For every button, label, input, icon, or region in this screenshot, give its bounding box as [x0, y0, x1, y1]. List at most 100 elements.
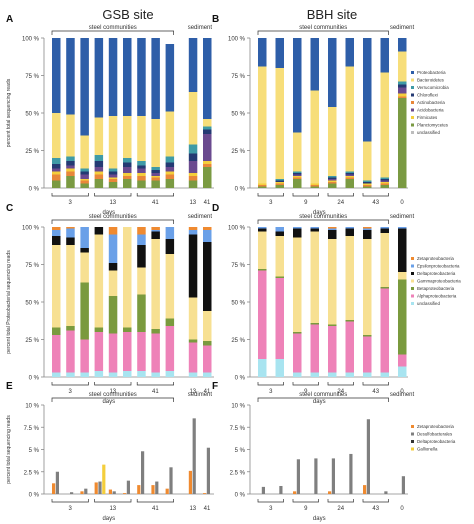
bar-segment-planctomycetes [310, 186, 319, 188]
bar-segment-bacteroidetes [80, 135, 89, 169]
bar-segment-actinobacteria [108, 179, 118, 182]
day-bracket-B [292, 193, 319, 197]
bar-segment-zetaproteobacteria [66, 227, 75, 229]
bar-desulfobacterales [279, 485, 283, 494]
bar-segment-unclassified [66, 372, 75, 377]
legend-swatch-deltaproteobacteria [411, 272, 414, 275]
y-tick-label-D: 75 % [231, 263, 245, 269]
bar-segment-alphaproteobacteria [80, 339, 89, 373]
panel-letter-E: E [6, 381, 13, 392]
legend-label-alphaproteobacteria: Alphaproteobacteria [417, 294, 457, 299]
bar-segment-bacteroidetes [363, 141, 372, 181]
x-axis-label-D: days [313, 399, 326, 405]
panel-letter-B: B [212, 14, 219, 25]
legend-swatch-betaproteobacteria [411, 287, 414, 290]
bar-segment-chloroflexi [151, 170, 160, 173]
legend-swatch-zetaproteobacteria [411, 425, 414, 428]
bar-segment-acidobacteria [328, 179, 337, 181]
bar-segment-epsilonproteobacteria [345, 227, 354, 229]
bar-segment-actinobacteria [203, 164, 212, 167]
sediment-label-A: sediment [188, 25, 213, 31]
legend-label-deltaproteobacteria: Deltaproteobacteria [417, 271, 456, 276]
bar-segment-deltaproteobacteria [108, 263, 118, 271]
bar-segment-unclassified [108, 372, 118, 377]
bar-zetaproteobacteria [52, 483, 56, 494]
bar-segment-firmicutes [165, 171, 175, 175]
legend-label-unclassified: unclassified [417, 130, 440, 135]
bar-segment-verrucomicrobia [398, 81, 407, 85]
y-tick-label-A: 0 % [29, 187, 40, 193]
legend-swatch-unclassified [411, 302, 414, 305]
bar-segment-bacteroidetes [345, 66, 354, 172]
x-tick-label-F: 24 [337, 506, 344, 512]
bar-segment-bacteroidetes [151, 119, 160, 167]
bar-segment-proteobacteria [66, 38, 75, 115]
bar-segment-deltaproteobacteria [203, 242, 212, 311]
bar-segment-chloroflexi [52, 164, 61, 169]
bar-segment-gammaproteobacteria [123, 227, 132, 328]
bar-segment-betaproteobacteria [328, 324, 337, 326]
bar-segment-unclassified [258, 359, 267, 377]
bar-segment-firmicutes [108, 177, 118, 179]
bar-segment-proteobacteria [137, 38, 146, 116]
bar-segment-alphaproteobacteria [275, 278, 284, 359]
bar-segment-acidobacteria [123, 167, 132, 173]
y-tick-label-B: 100 % [228, 37, 246, 43]
legend-label-proteobacteria: Proteobacteria [417, 70, 446, 75]
day-bracket-E [136, 499, 174, 503]
bar-zetaproteobacteria [80, 491, 84, 494]
y-tick-label-D: 25 % [231, 338, 245, 344]
bar-segment-gammaproteobacteria [328, 239, 337, 325]
legend-label-acidobacteria: Acidobacteria [417, 108, 444, 113]
legend-swatch-actinobacteria [411, 101, 414, 104]
bar-segment-chloroflexi [66, 161, 75, 166]
bar-segment-deltaproteobacteria [151, 231, 160, 239]
y-tick-label-F: 0 % [235, 493, 246, 499]
steel-label-F: steel communities [299, 392, 347, 398]
bar-segment-actinobacteria [80, 180, 89, 184]
x-tick-label-A: 13 [109, 200, 116, 206]
bar-segment-verrucomicrobia [188, 144, 198, 154]
legend-swatch-zetaproteobacteria [411, 257, 414, 260]
bar-zetaproteobacteria [94, 482, 98, 494]
bar-segment-unclassified [345, 372, 354, 377]
panel-letter-C: C [6, 203, 13, 214]
x-tick-label-E: 3 [69, 506, 73, 512]
y-tick-label-E: 2.5 % [24, 470, 40, 476]
x-tick-label-E: 41 [152, 506, 159, 512]
legend-label-chloroflexi: Chloroflexi [417, 93, 438, 98]
bar-segment-unclassified [52, 372, 61, 377]
x-tick-label-D: 3 [269, 389, 273, 395]
bar-segment-chloroflexi [363, 182, 372, 184]
day-bracket-F [327, 499, 354, 503]
x-axis-label-F: days [313, 516, 326, 522]
y-tick-label-B: 75 % [231, 74, 245, 80]
bar-segment-proteobacteria [275, 38, 284, 68]
y-tick-label-C: 50 % [25, 301, 39, 307]
legend-swatch-gallionella [411, 447, 414, 451]
bar-segment-zetaproteobacteria [203, 227, 212, 230]
bar-segment-zetaproteobacteria [328, 227, 337, 229]
x-tick-label-B: 9 [304, 200, 308, 206]
bar-segment-gammaproteobacteria [188, 297, 198, 340]
bar-segment-verrucomicrobia [123, 158, 132, 163]
x-tick-label-F: 43 [372, 506, 379, 512]
day-bracket-E [51, 499, 89, 503]
bar-segment-betaproteobacteria [137, 294, 146, 332]
bar-segment-firmicutes [151, 176, 160, 178]
bar-segment-betaproteobacteria [363, 335, 372, 337]
bar-segment-epsilonproteobacteria [275, 227, 284, 232]
day-bracket-A [94, 193, 132, 197]
x-axis-label-E: days [102, 516, 115, 522]
y-tick-label-E: 5 % [29, 448, 40, 454]
bar-segment-betaproteobacteria [188, 339, 198, 343]
bar-desulfobacterales [206, 447, 210, 494]
bar-segment-alphaproteobacteria [108, 333, 118, 373]
bar-segment-unclassified [188, 372, 198, 377]
bar-segment-proteobacteria [310, 38, 319, 91]
y-tick-label-A: 100 % [22, 37, 40, 43]
bar-segment-verrucomicrobia [151, 167, 160, 170]
bar-segment-gammaproteobacteria [94, 234, 104, 328]
bar-segment-epsilonproteobacteria [398, 227, 407, 229]
bar-segment-epsilonproteobacteria [80, 227, 89, 248]
